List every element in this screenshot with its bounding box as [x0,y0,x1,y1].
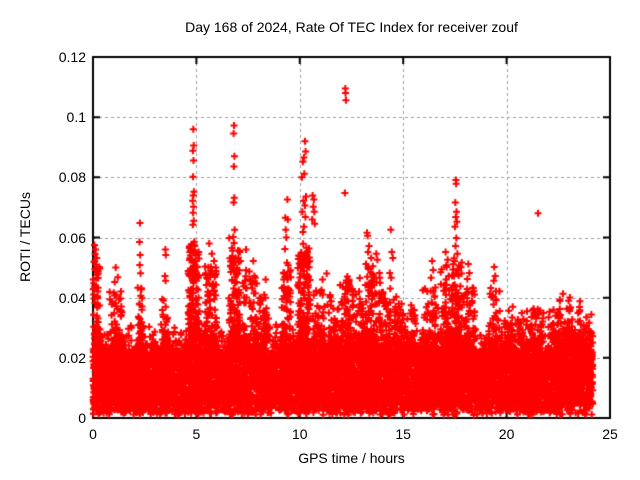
y-tick-label: 0.06 [58,229,86,246]
x-tick-label: 5 [192,426,201,442]
y-tick-label: 0.02 [58,349,86,366]
y-tick-label: 0.1 [66,109,86,126]
y-tick-label: 0 [78,410,86,426]
y-tick-label: 0.08 [58,169,86,186]
x-tick-label: 10 [292,426,308,442]
x-tick-label: 15 [395,426,411,442]
y-tick-label: 0.12 [58,49,86,65]
x-tick-label: 25 [602,426,618,442]
chart-title: Day 168 of 2024, Rate Of TEC Index for r… [185,19,518,35]
x-tick-label: 0 [89,426,97,442]
y-tick-label: 0.04 [58,289,86,306]
x-tick-label: 20 [498,426,515,442]
x-axis-label: GPS time / hours [298,450,405,466]
